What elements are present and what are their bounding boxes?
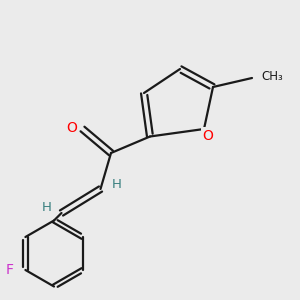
Text: H: H [42, 201, 51, 214]
Text: O: O [202, 129, 213, 142]
Text: H: H [112, 178, 122, 191]
Text: CH₃: CH₃ [261, 70, 283, 83]
Text: O: O [66, 121, 77, 134]
Text: F: F [6, 263, 14, 277]
